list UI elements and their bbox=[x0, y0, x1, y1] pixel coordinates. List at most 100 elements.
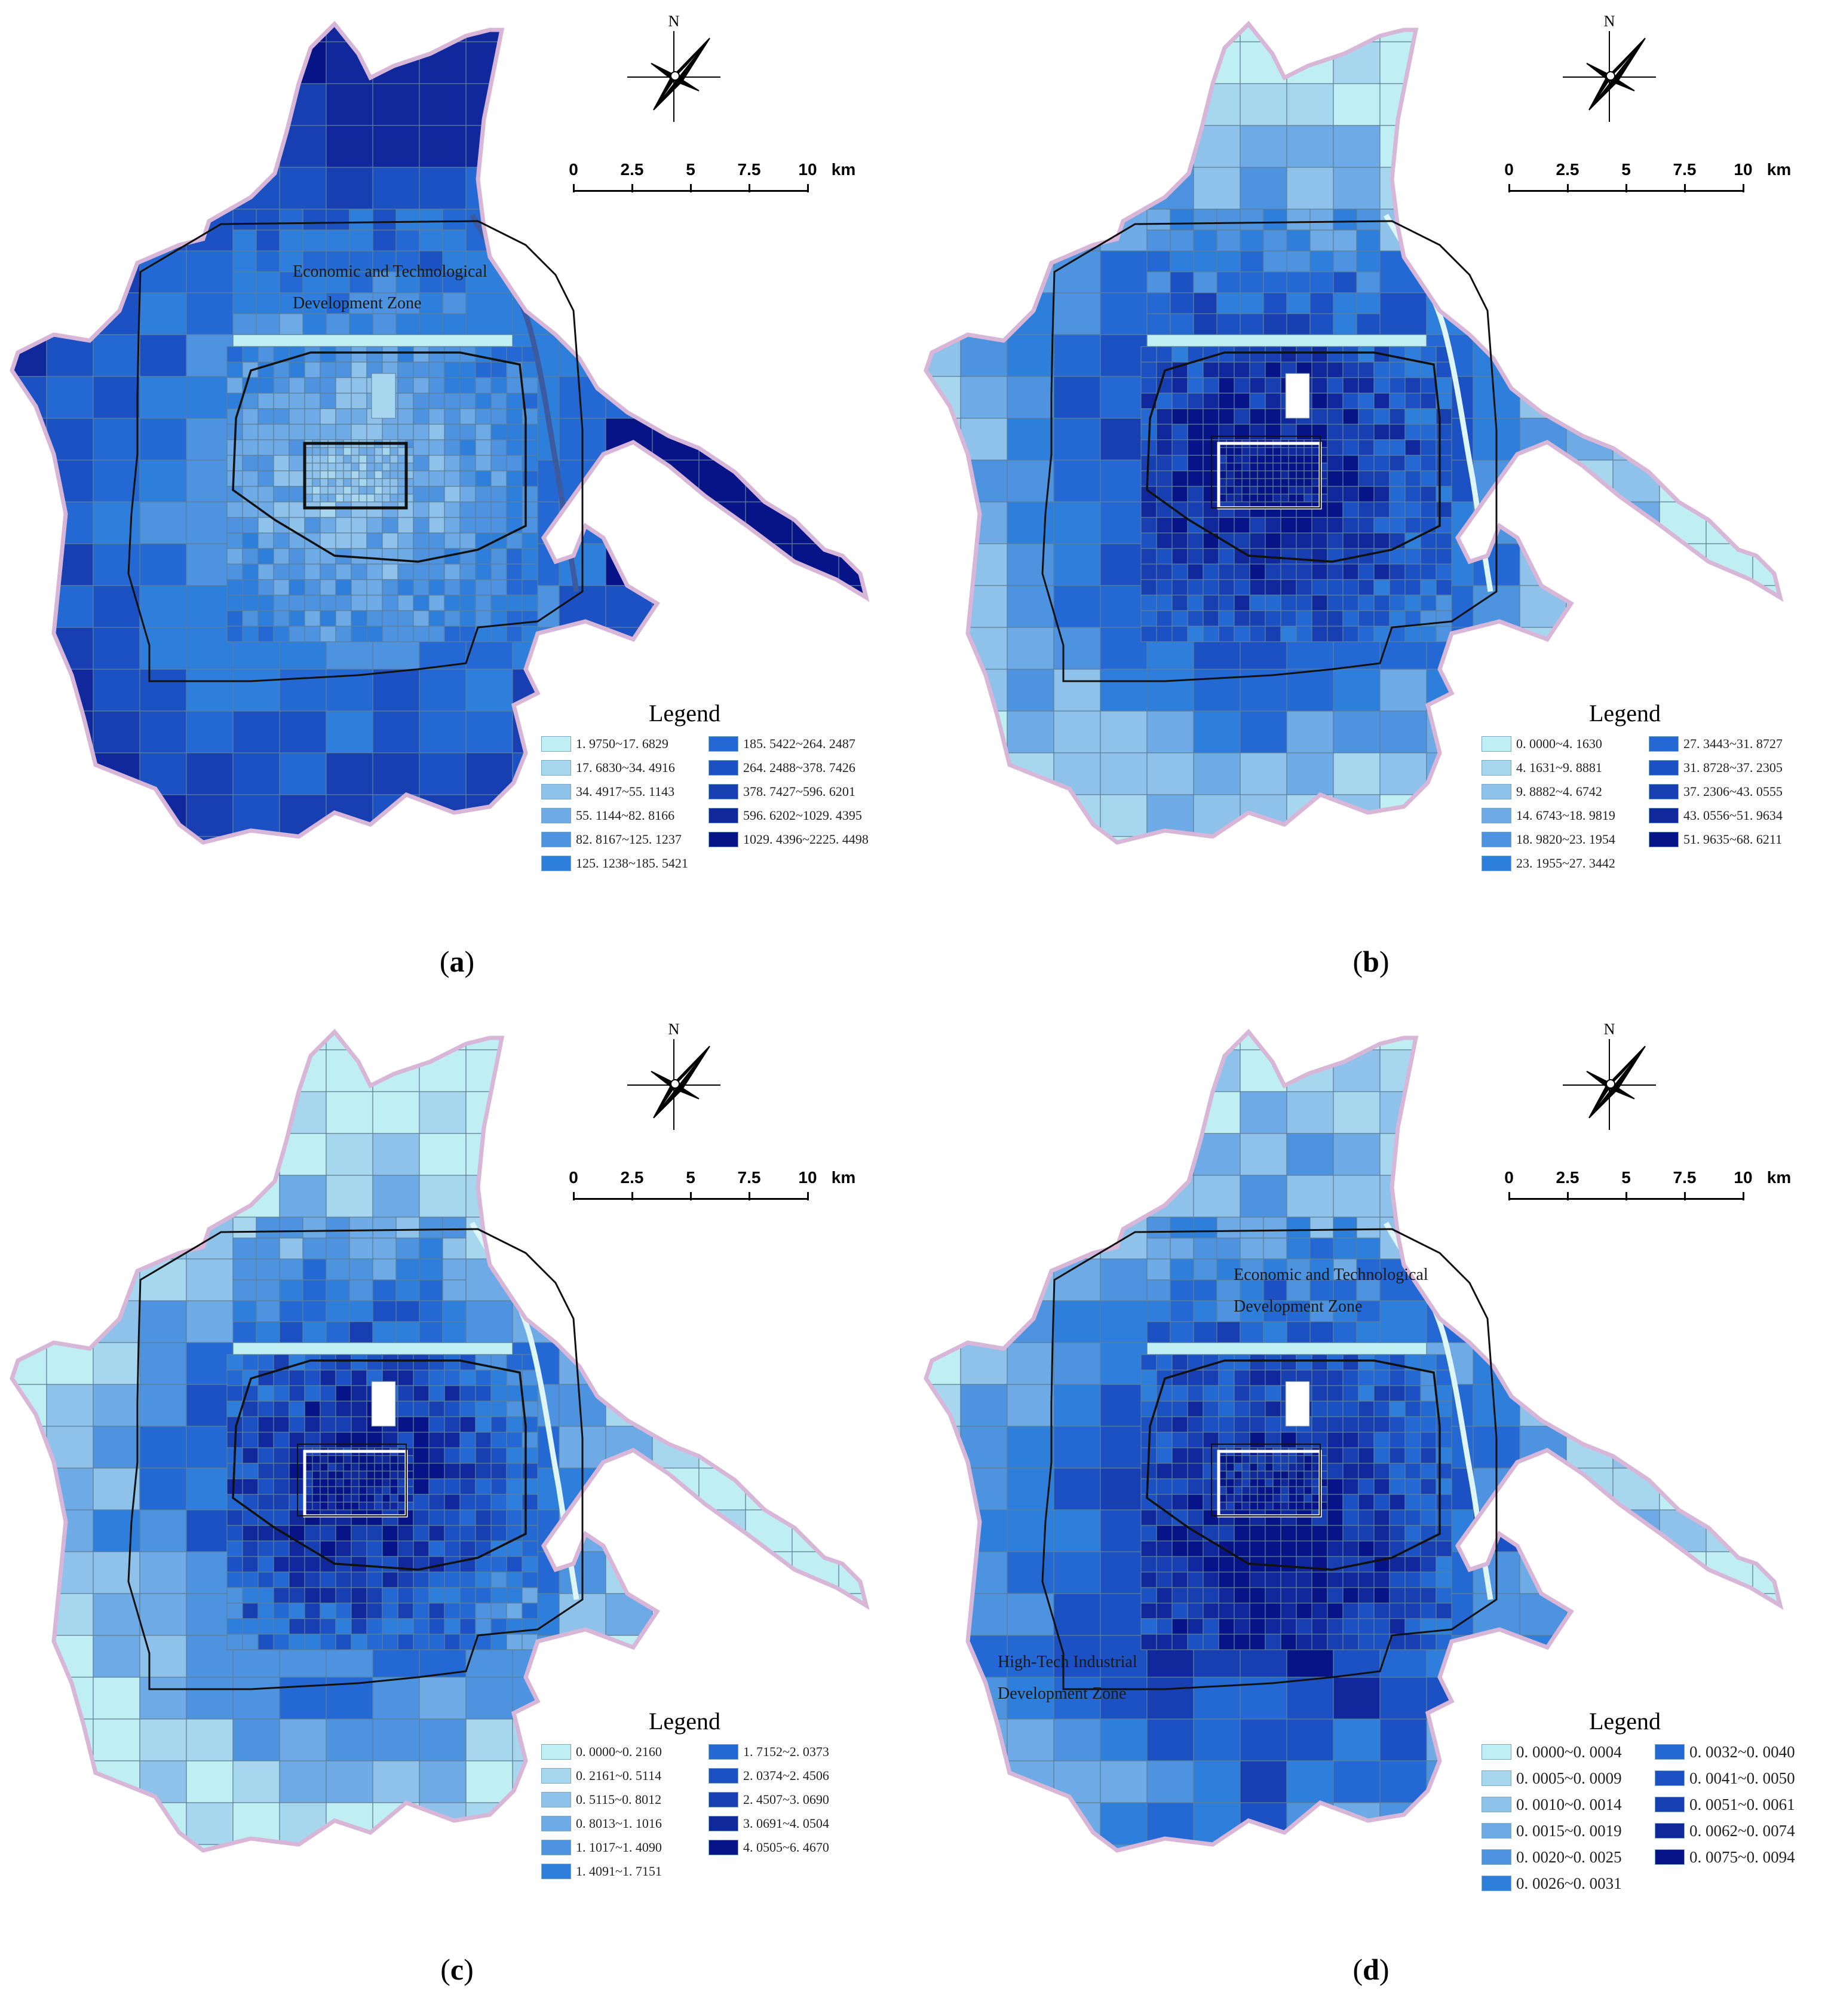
tract-cell bbox=[522, 595, 538, 611]
tract-cell bbox=[428, 1354, 445, 1371]
tract-cell bbox=[1373, 424, 1390, 440]
zone-boundary bbox=[127, 1228, 584, 1690]
tract-cell bbox=[1327, 1618, 1344, 1635]
tract-cell bbox=[279, 1718, 327, 1761]
tract-cell bbox=[1389, 1385, 1406, 1402]
tract-cell bbox=[1436, 517, 1452, 534]
tract-cell bbox=[358, 486, 367, 495]
tract-cell bbox=[256, 1300, 280, 1322]
tract-cell bbox=[335, 393, 352, 409]
tract-cell bbox=[413, 1478, 430, 1495]
tract-cell bbox=[1203, 1416, 1219, 1433]
tract-cell bbox=[1303, 486, 1312, 495]
tract-cell bbox=[320, 1494, 329, 1503]
tract-cell bbox=[12, 1718, 47, 1761]
tract-cell bbox=[397, 1416, 414, 1433]
tract-cell bbox=[413, 1587, 430, 1604]
tract-cell bbox=[745, 1426, 793, 1469]
tract-cell bbox=[226, 563, 243, 580]
legend-swatch bbox=[708, 760, 738, 776]
tract-cell bbox=[475, 595, 492, 611]
tract-cell bbox=[792, 1091, 839, 1134]
tract-cell bbox=[1311, 478, 1320, 487]
tract-cell bbox=[1311, 486, 1320, 495]
tract-cell bbox=[372, 41, 420, 84]
tract-cell bbox=[257, 517, 274, 534]
tract-cell bbox=[1404, 1447, 1421, 1464]
tract-cell bbox=[1566, 1509, 1614, 1552]
tract-cell bbox=[1404, 1556, 1421, 1573]
scale-tick-label: 5 bbox=[1621, 1168, 1631, 1187]
tract-cell bbox=[1249, 1455, 1258, 1464]
tract-cell bbox=[1265, 462, 1274, 471]
tract-cell bbox=[1263, 250, 1287, 272]
tract-cell bbox=[1146, 836, 1194, 842]
tract-cell bbox=[351, 470, 360, 479]
scale-tick bbox=[749, 1192, 750, 1200]
tract-cell bbox=[1706, 83, 1753, 126]
tract-cell bbox=[1311, 1502, 1320, 1511]
tract-cell bbox=[1296, 1502, 1305, 1511]
tract-cell bbox=[512, 167, 560, 210]
tract-cell bbox=[1358, 1416, 1375, 1433]
tract-cell bbox=[351, 1587, 367, 1604]
tract-cell bbox=[1436, 439, 1452, 456]
tract-cell bbox=[326, 1718, 373, 1761]
tract-cell bbox=[885, 1426, 914, 1468]
tract-cell bbox=[1193, 1718, 1241, 1761]
tract-cell bbox=[1263, 1300, 1287, 1322]
tract-cell bbox=[372, 1133, 420, 1176]
tract-cell bbox=[652, 1258, 700, 1301]
tract-cell bbox=[1216, 292, 1241, 314]
tract-cell bbox=[397, 462, 406, 471]
tract-cell bbox=[1146, 250, 1171, 272]
tract-cell bbox=[1218, 548, 1235, 565]
tract-cell bbox=[366, 1634, 383, 1650]
tract-cell bbox=[1659, 1032, 1707, 1050]
tract-cell bbox=[46, 752, 94, 795]
tract-cell bbox=[1566, 627, 1614, 670]
tract-cell bbox=[652, 209, 700, 252]
tract-cell bbox=[465, 125, 513, 168]
scale-line bbox=[1509, 1198, 1743, 1200]
tract-cell bbox=[1280, 1525, 1297, 1542]
tract-cell bbox=[351, 1401, 367, 1417]
tract-cell bbox=[1053, 41, 1101, 84]
tract-cell bbox=[1706, 1258, 1753, 1301]
scale-tick bbox=[573, 1192, 575, 1200]
tract-cell bbox=[1234, 1385, 1250, 1402]
tract-cell bbox=[1240, 1321, 1264, 1343]
tract-cell bbox=[1171, 439, 1188, 456]
tract-cell bbox=[1140, 1540, 1157, 1557]
tract-cell bbox=[257, 1494, 274, 1511]
tract-cell bbox=[1146, 1133, 1194, 1176]
tract-cell bbox=[372, 1321, 397, 1343]
tract-cell bbox=[459, 1571, 476, 1588]
tract-cell bbox=[1286, 1133, 1334, 1176]
tract-cell bbox=[792, 1258, 839, 1301]
tract-cell bbox=[312, 1455, 321, 1464]
tract-cell bbox=[1272, 1463, 1281, 1472]
tract-cell bbox=[926, 1844, 961, 1850]
tract-cell bbox=[1280, 1470, 1289, 1479]
tract-cell bbox=[605, 1258, 653, 1301]
tract-cell bbox=[792, 1049, 839, 1092]
tract-cell bbox=[374, 486, 383, 495]
tract-cell bbox=[382, 517, 398, 534]
tract-cell bbox=[605, 1217, 653, 1260]
tract-cell bbox=[351, 1470, 360, 1479]
tract-cell bbox=[1389, 1463, 1406, 1479]
tract-cell bbox=[382, 486, 391, 495]
tract-cell bbox=[1342, 1447, 1359, 1464]
tract-cell bbox=[1296, 1525, 1312, 1542]
tract-cell bbox=[289, 1401, 305, 1417]
tract-cell bbox=[304, 1369, 321, 1386]
tract-cell bbox=[652, 334, 700, 377]
legend-swatch bbox=[541, 1768, 571, 1784]
tract-cell bbox=[12, 1258, 47, 1301]
tract-cell bbox=[1311, 1416, 1328, 1433]
tract-cell bbox=[326, 1760, 373, 1803]
tract-cell bbox=[1752, 1467, 1780, 1511]
legend-label: 27. 3443~31. 8727 bbox=[1683, 736, 1783, 751]
tract-cell bbox=[139, 418, 187, 461]
